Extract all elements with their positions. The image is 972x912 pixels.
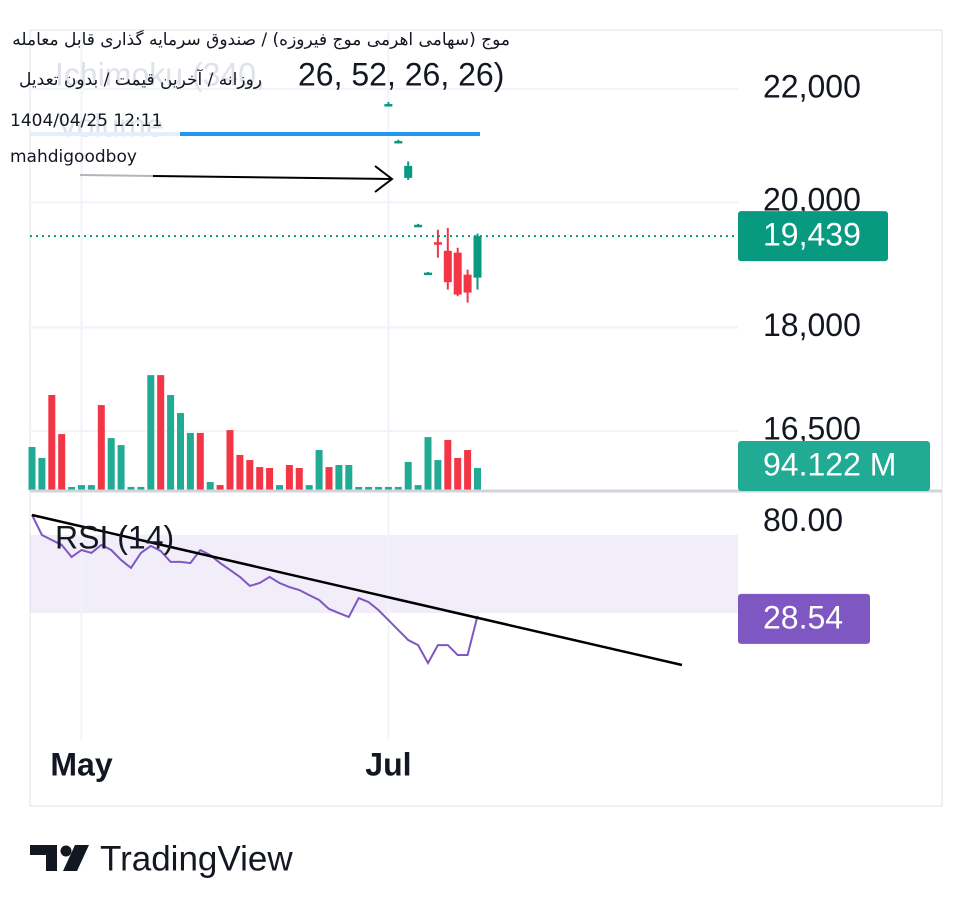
volume-bar bbox=[196, 432, 204, 490]
volume-bar bbox=[137, 486, 145, 490]
volume-bar bbox=[246, 460, 254, 490]
svg-text:TradingView: TradingView bbox=[100, 839, 293, 878]
volume-bar bbox=[276, 485, 283, 490]
volume-bar bbox=[375, 486, 382, 490]
last-price-label: 19,439 bbox=[763, 217, 861, 253]
volume-bar bbox=[206, 482, 214, 490]
volume-bar bbox=[414, 485, 422, 490]
volume-bar bbox=[58, 434, 66, 490]
volume-bar bbox=[394, 486, 402, 490]
volume-bar bbox=[226, 430, 234, 490]
arrow bbox=[152, 175, 391, 180]
volume-bar bbox=[167, 395, 175, 490]
marks bbox=[28, 102, 738, 666]
volume-bar bbox=[355, 486, 363, 490]
candle-body bbox=[424, 272, 432, 276]
arrow-head bbox=[374, 165, 394, 193]
volume-bar bbox=[157, 375, 165, 490]
volume-bar bbox=[315, 449, 323, 490]
volume-name: Volume bbox=[57, 107, 164, 143]
candle-body bbox=[384, 104, 393, 107]
trend-line bbox=[31, 513, 683, 667]
y-tick-label: 16,500 bbox=[763, 410, 861, 446]
candle-body bbox=[443, 250, 452, 283]
candle-body bbox=[404, 165, 413, 178]
volume-bar bbox=[256, 467, 264, 490]
volume-bar bbox=[28, 446, 36, 490]
volume-bar bbox=[216, 485, 224, 490]
volume-bar bbox=[186, 432, 194, 490]
rsi-name: RSI (14) bbox=[55, 519, 174, 555]
volume-bar bbox=[404, 461, 412, 490]
candle-body bbox=[414, 224, 423, 228]
candle-body bbox=[453, 252, 462, 295]
volume-bar bbox=[345, 464, 353, 490]
volume-bar bbox=[236, 454, 244, 490]
legend-author: mahdigoodboy bbox=[10, 147, 137, 167]
volume-bar bbox=[285, 464, 293, 490]
volume-bar bbox=[147, 375, 155, 490]
rsi-label: 28.54 bbox=[763, 599, 843, 635]
candle-body bbox=[463, 274, 472, 293]
y-tick-label: 80.00 bbox=[763, 502, 843, 538]
volume-bar bbox=[335, 464, 343, 490]
volume-bar bbox=[325, 467, 333, 490]
volume-bar bbox=[127, 486, 135, 490]
volume-bar bbox=[38, 457, 46, 490]
x-tick-label: Jul bbox=[365, 746, 411, 782]
volume-bar bbox=[107, 438, 115, 490]
y-tick-label: 22,000 bbox=[763, 68, 861, 104]
volume-bar bbox=[78, 485, 85, 490]
volume-label: 94.122 M bbox=[763, 446, 896, 482]
last-price-box bbox=[738, 211, 888, 262]
volume-bar bbox=[177, 413, 184, 490]
indicator-name: Ichimoku (340, bbox=[55, 56, 265, 92]
candle-body bbox=[433, 242, 442, 245]
volume-bar bbox=[384, 486, 392, 490]
x-tick-label: May bbox=[50, 746, 112, 782]
rsi-box bbox=[738, 593, 870, 644]
volume-bar bbox=[444, 439, 452, 490]
volume-bar bbox=[68, 486, 76, 490]
volume-bar bbox=[87, 485, 95, 490]
volume-bar bbox=[295, 468, 303, 490]
volume-bar bbox=[48, 395, 56, 490]
legend-title: موج (سهامی اهرمی موج فیروزه) / صندوق سرم… bbox=[12, 29, 510, 50]
volume-bar bbox=[464, 449, 472, 490]
volume-bar bbox=[117, 445, 125, 490]
volume-bar bbox=[365, 486, 373, 490]
y-tick-label: 18,000 bbox=[763, 307, 861, 343]
rsi-line bbox=[31, 514, 479, 666]
tradingview-logo: TradingView bbox=[30, 839, 293, 878]
candle-body bbox=[394, 140, 403, 144]
legend-date: 1404/04/25 12:11 bbox=[10, 111, 162, 131]
arrow-tail bbox=[79, 174, 154, 177]
volume-bar bbox=[434, 460, 442, 490]
volume-bar bbox=[424, 437, 432, 490]
indicator-values: 26, 52, 26, 26) bbox=[298, 56, 504, 92]
legend-subtitle: روزانه / آخرین قیمت / بدون تعدیل bbox=[19, 68, 262, 90]
candle-body bbox=[473, 236, 482, 278]
volume-bar bbox=[266, 468, 274, 490]
volume-bar bbox=[97, 405, 105, 490]
volume-bar bbox=[474, 467, 481, 490]
volume-bar bbox=[454, 457, 462, 490]
volume-bar bbox=[305, 485, 313, 490]
volume-box bbox=[738, 440, 930, 491]
